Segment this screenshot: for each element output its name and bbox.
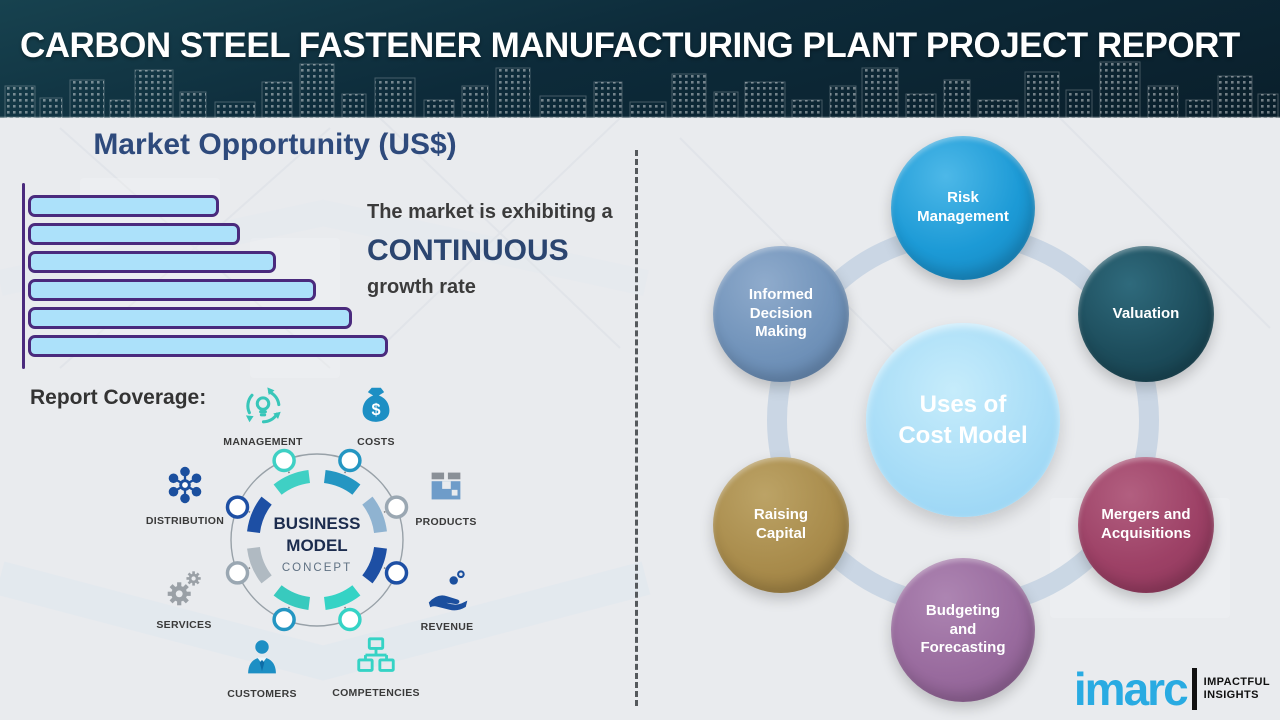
satellite-circle-risk-management: Risk Management	[891, 136, 1035, 280]
center-circle-line2: Cost Model	[898, 422, 1028, 449]
imarc-tagline-line1: IMPACTFUL	[1203, 675, 1270, 688]
satellite-label: Mergers and Acquisitions	[1100, 506, 1191, 542]
bar	[28, 195, 219, 217]
satellite-circle-budgeting-and-forecasting: Budgeting and Forecasting	[891, 558, 1035, 702]
money-bag-icon: $	[362, 387, 390, 422]
bm-item-label: COMPETENCIES	[332, 687, 420, 699]
chart-y-axis	[22, 183, 25, 369]
growth-annotation: The market is exhibiting a CONTINUOUS gr…	[367, 201, 633, 299]
bar	[28, 279, 316, 301]
bar	[28, 307, 352, 329]
imarc-logo-divider	[1191, 668, 1197, 710]
market-opportunity-bar-chart	[22, 183, 402, 369]
management-recycle-bulb-icon	[245, 387, 281, 424]
satellite-circle-mergers-and-acquisitions: Mergers and Acquisitions	[1078, 457, 1214, 593]
bm-item-distribution: DISTRIBUTION	[130, 462, 240, 527]
center-circle-line1: Uses of	[919, 390, 1007, 418]
network-hub-icon	[168, 466, 202, 504]
imarc-tagline-line2: INSIGHTS	[1203, 689, 1259, 701]
gears-icon	[167, 571, 201, 606]
org-chart-icon	[357, 637, 395, 672]
satellite-circle-informed-decision-making: Informed Decision Making	[713, 246, 849, 382]
bm-item-label: SERVICES	[156, 619, 212, 631]
city-skyline-silhouette	[0, 61, 1280, 118]
growth-text-highlight: CONTINUOUS	[367, 234, 569, 267]
imarc-logo: imarc IMPACTFUL INSIGHTS	[1074, 666, 1270, 712]
bar-group	[28, 195, 388, 363]
bar	[28, 223, 241, 245]
report-coverage-label: Report Coverage:	[30, 386, 207, 409]
page-title: CARBON STEEL FASTENER MANUFACTURING PLAN…	[20, 26, 1240, 65]
bm-item-costs: $ COSTS	[321, 383, 431, 448]
satellite-label: Budgeting and Forecasting	[920, 601, 1006, 657]
header-banner: CARBON STEEL FASTENER MANUFACTURING PLAN…	[0, 0, 1280, 118]
uses-of-cost-model-circle: Uses of Cost Model	[866, 323, 1060, 517]
business-model-center-line1: BUSINESS	[274, 514, 361, 533]
growth-text-line2: growth rate	[367, 276, 476, 298]
bm-item-label: COSTS	[357, 436, 395, 448]
bm-item-label: PRODUCTS	[415, 516, 477, 528]
person-icon	[248, 640, 276, 674]
bm-item-management: MANAGEMENT	[208, 383, 318, 448]
satellite-label: Risk Management	[917, 189, 1009, 225]
satellite-label: Valuation	[1112, 304, 1180, 322]
hand-coins-icon	[428, 570, 468, 611]
market-opportunity-title: Market Opportunity (US$)	[93, 128, 457, 161]
svg-text:$: $	[371, 401, 380, 419]
bar	[28, 251, 277, 273]
satellite-label: Raising Capital	[753, 506, 809, 542]
bm-item-competencies: COMPETENCIES	[321, 634, 431, 699]
satellite-circle-valuation: Valuation	[1078, 246, 1214, 382]
bm-item-label: CUSTOMERS	[227, 688, 297, 700]
business-model-center-line2: MODEL	[286, 536, 347, 555]
dashed-divider-line	[635, 150, 638, 706]
bm-item-revenue: REVENUE	[392, 568, 502, 633]
bm-item-customers: CUSTOMERS	[207, 635, 317, 700]
bm-item-label: MANAGEMENT	[223, 436, 303, 448]
satellite-label: Informed Decision Making	[748, 285, 814, 341]
package-box-icon	[431, 472, 461, 500]
imarc-logo-wordmark: imarc	[1073, 663, 1189, 715]
satellite-circle-raising-capital: Raising Capital	[713, 457, 849, 593]
bm-item-label: REVENUE	[420, 621, 474, 633]
bar	[28, 335, 388, 357]
bm-item-services: SERVICES	[129, 566, 239, 631]
business-model-center-line3: CONCEPT	[282, 562, 352, 574]
bm-item-label: DISTRIBUTION	[145, 515, 225, 527]
business-model-diagram: BUSINESS MODEL CONCEPT	[225, 448, 409, 632]
imarc-logo-tagline: IMPACTFUL INSIGHTS	[1204, 676, 1270, 702]
bm-item-products: PRODUCTS	[391, 463, 501, 528]
growth-text-line1: The market is exhibiting a	[367, 201, 613, 223]
